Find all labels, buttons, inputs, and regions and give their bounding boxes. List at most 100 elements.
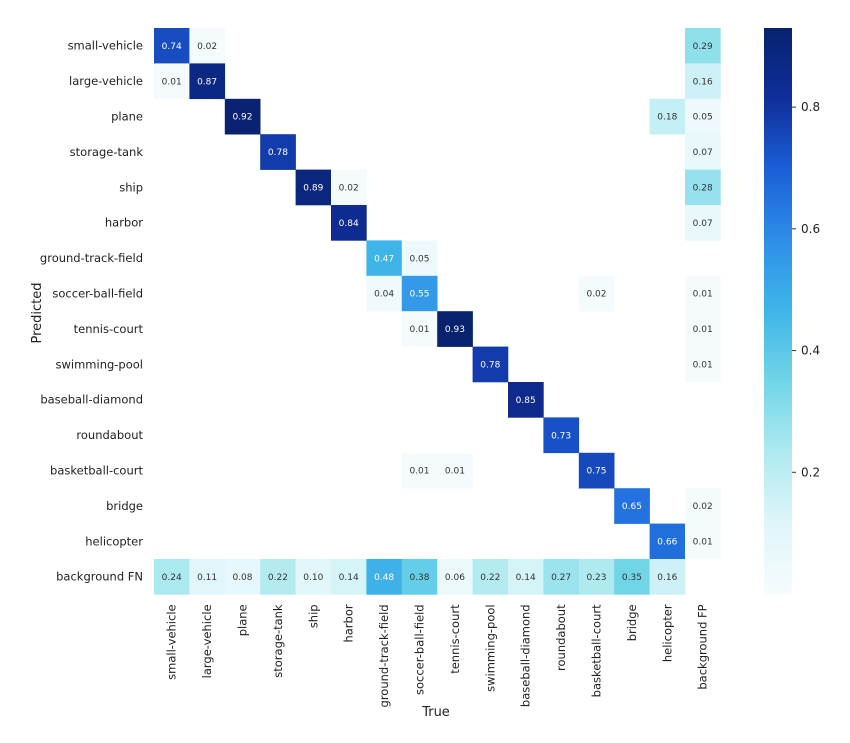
heatmap-cell [401,240,438,277]
cell-value-label: 0.08 [232,573,252,583]
heatmap-cell [543,417,580,454]
y-tick-label: soccer-ball-field [52,287,143,301]
cell-value-label: 0.55 [409,290,429,300]
heatmap-cell [685,98,721,135]
heatmap-cell [295,169,332,206]
cell-value-label: 0.01 [445,467,465,477]
cell-value-label: 0.28 [693,184,713,194]
heatmap-cell [685,311,721,347]
cell-value-label: 0.65 [622,502,642,512]
colorbar-tick-label: 0.6 [801,222,820,236]
cell-value-label: 0.01 [162,77,182,87]
colorbar-ticks: 0.2 0.4 0.6 0.8 [792,100,820,479]
colorbar [764,28,792,594]
heatmap-cell [614,488,650,524]
cell-value-label: 0.73 [551,431,571,441]
heatmap-cell [685,169,721,206]
cell-value-label: 0.22 [480,573,500,583]
cell-value-label: 0.05 [693,113,713,123]
x-tick-label: background FP [696,604,710,689]
cell-value-label: 0.02 [586,290,606,300]
cell-value-label: 0.22 [268,573,288,583]
x-tick-labels: small-vehicle large-vehicle plane storage-t… [165,604,710,708]
heatmap-cell [295,559,332,595]
cell-value-label: 0.02 [197,42,217,52]
heatmap-cell [685,63,721,100]
x-tick-label: ground-track-field [377,604,391,707]
heatmap-cell [649,98,686,135]
x-tick-label: large-vehicle [200,604,214,678]
y-tick-label: background FN [56,570,143,584]
heatmap-cell [154,28,190,64]
cell-value-label: 0.27 [551,573,571,583]
y-tick-labels: small-vehicle large-vehicle plane storage-t… [40,39,144,584]
colorbar-tick-label: 0.2 [801,465,820,479]
x-tick-label: plane [236,604,250,636]
heatmap-cell [331,169,367,206]
x-tick-label: harbor [342,604,356,642]
heatmap-cell [685,488,721,524]
cell-value-label: 0.01 [693,361,713,371]
heatmap-cell [685,134,721,170]
cell-value-label: 0.14 [339,573,359,583]
cell-value-label: 0.07 [693,219,713,229]
y-tick-label: swimming-pool [56,357,144,371]
cell-value-label: 0.87 [197,77,217,87]
y-tick-label: storage-tank [70,145,144,159]
heatmap-cell [472,559,509,595]
x-tick-label: basketball-court [590,604,604,697]
heatmap-cell [472,346,509,383]
heatmap-cell [260,134,296,170]
heatmap-cell [224,559,261,595]
cell-value-label: 0.85 [516,396,536,406]
cell-value-label: 0.93 [445,325,465,335]
heatmap-cell [649,523,686,560]
cell-value-label: 0.01 [693,538,713,548]
heatmap-cell [437,452,473,489]
cell-value-label: 0.05 [409,254,429,264]
cell-value-label: 0.01 [409,467,429,477]
heatmap-cell [685,205,721,241]
cell-value-label: 0.18 [657,113,677,123]
cell-value-label: 0.48 [374,573,394,583]
heatmap-cell [614,559,650,595]
cell-value-label: 0.04 [374,290,394,300]
cell-value-label: 0.23 [586,573,606,583]
heatmap-cells: 0.74 0.02 0.29 0.01 0.87 0.16 0.92 0.18 0.05 0.78… [154,28,721,595]
cell-value-label: 0.01 [693,325,713,335]
cell-value-label: 0.24 [162,573,182,583]
cell-value-label: 0.01 [409,325,429,335]
heatmap-cell [437,559,473,595]
heatmap-cell [189,63,226,100]
cell-value-label: 0.01 [693,290,713,300]
cell-value-label: 0.89 [303,184,323,194]
heatmap-cell [331,559,367,595]
cell-value-label: 0.16 [657,573,677,583]
cell-value-label: 0.07 [693,148,713,158]
y-tick-label: ship [119,180,143,194]
colorbar-tick-label: 0.4 [801,344,820,358]
cell-value-label: 0.84 [339,219,359,229]
cell-value-label: 0.78 [268,148,288,158]
x-tick-label: storage-tank [271,604,285,678]
heatmap-cell [578,559,615,595]
heatmap-cell [685,275,721,312]
heatmap-cell [578,275,615,312]
heatmap-cell [543,559,580,595]
heatmap-cell [649,559,686,595]
heatmap-cell [154,63,190,100]
heatmap-cell [508,559,544,595]
colorbar-tick-label: 0.8 [801,100,820,114]
y-tick-label: basketball-court [50,464,143,478]
heatmap-cell [189,28,226,64]
heatmap-cell [401,452,438,489]
y-tick-label: bridge [106,499,143,513]
heatmap-cell [578,452,615,489]
heatmap-cell [401,275,438,312]
x-tick-label: tennis-court [448,604,462,674]
y-tick-label: small-vehicle [68,39,143,53]
cell-value-label: 0.06 [445,573,465,583]
cell-value-label: 0.35 [622,573,642,583]
cell-value-label: 0.66 [657,538,677,548]
